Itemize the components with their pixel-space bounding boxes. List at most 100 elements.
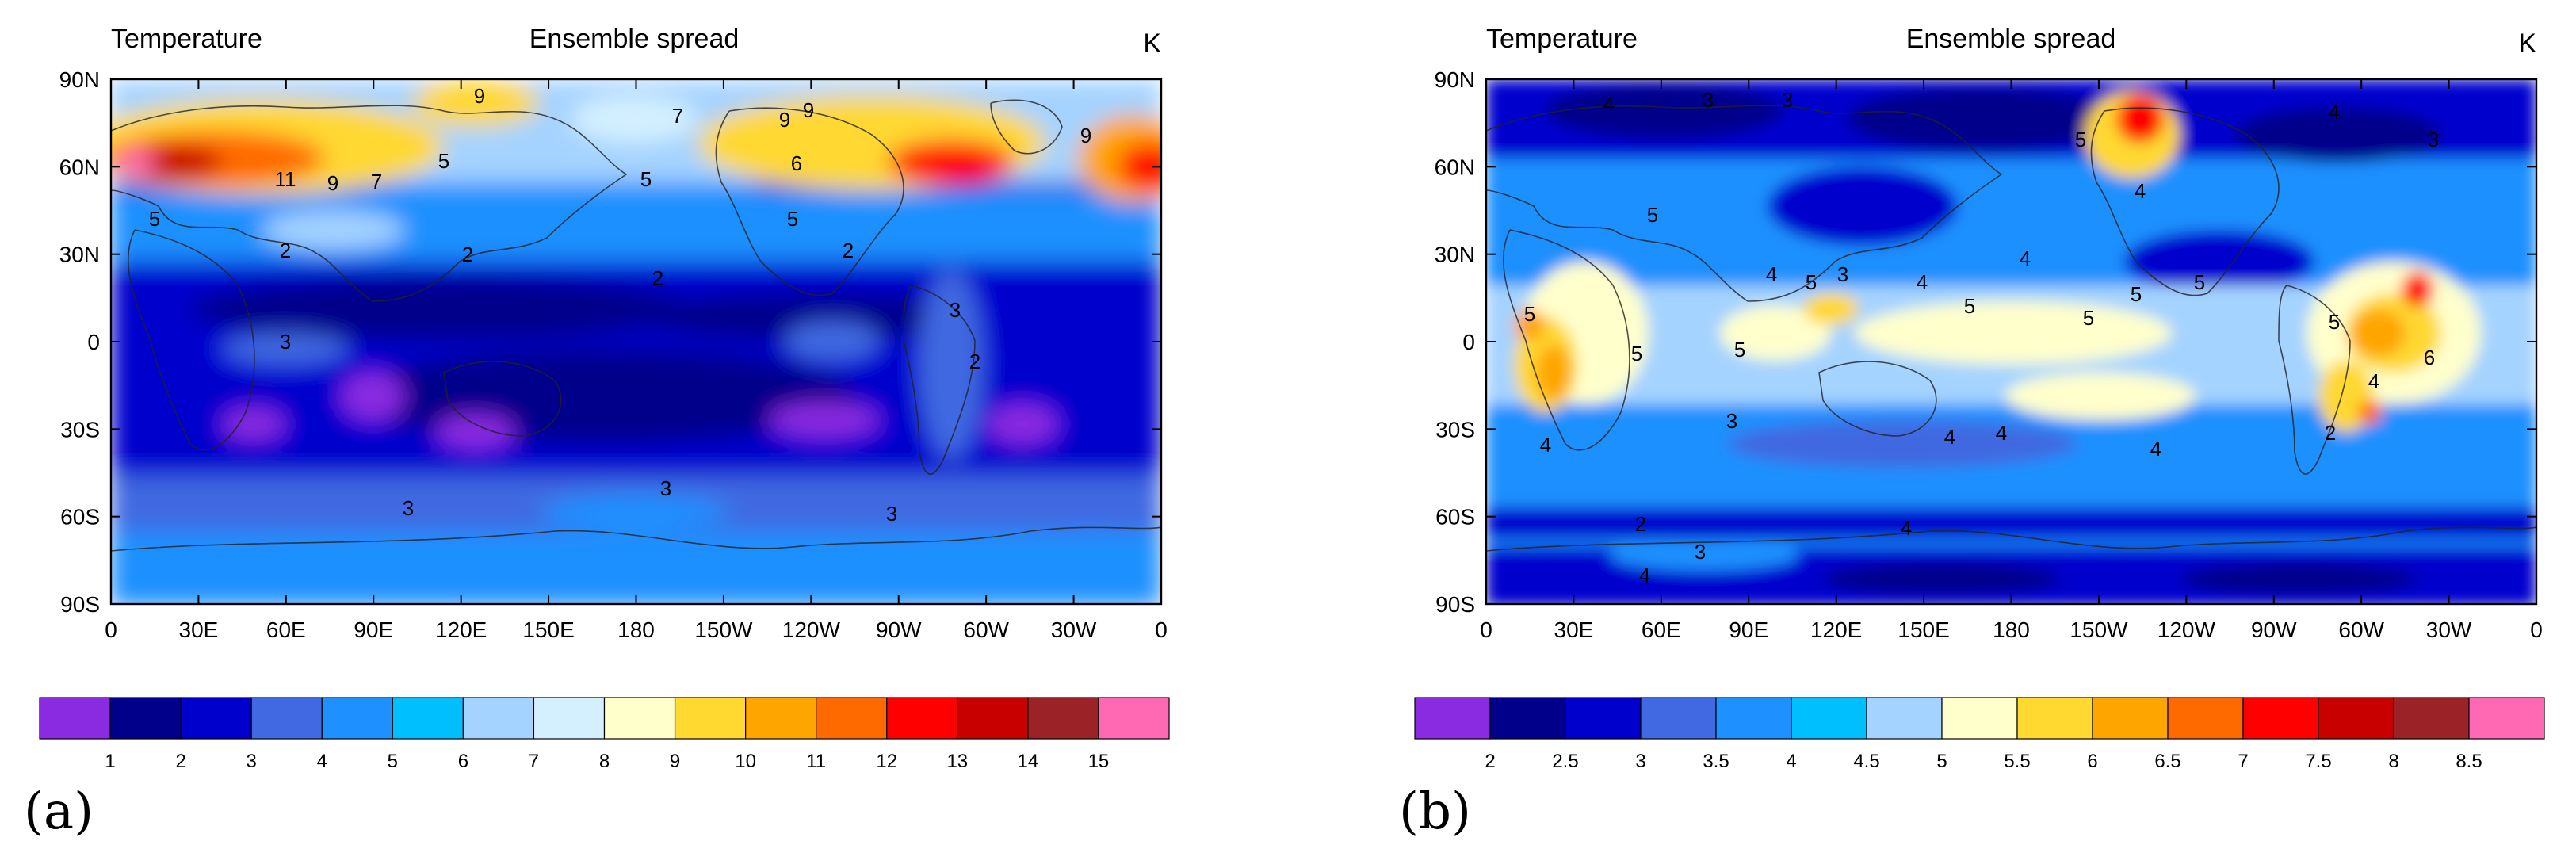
panel-a-contour-label: 9 [327, 171, 338, 195]
panel-b-colorbar-swatch [1640, 697, 1717, 740]
panel-b-contour-label: 4 [1901, 516, 1912, 540]
panel-b-colorbar-label: 7 [2238, 751, 2248, 772]
panel-b-x-tick-label: 150W [2070, 618, 2128, 642]
panel-a-contour-label: 3 [660, 476, 671, 500]
panel-a-colorbar-swatch [745, 697, 817, 740]
panel-b-contour-label: 5 [1806, 270, 1817, 294]
panel-b-colorbar-swatch [1489, 697, 1566, 740]
panel-a-x-tick-label: 90W [876, 618, 922, 642]
panel-b-contour-label: 5 [2083, 306, 2094, 330]
panel-b-units: K [2518, 29, 2536, 59]
panel-a-contour-label: 6 [791, 151, 802, 175]
panel-a-x-tick-label: 180 [617, 618, 655, 642]
panel-b-contour-label: 5 [1524, 302, 1535, 326]
panel-a-colorbar-swatch [957, 697, 1029, 740]
panel-b-y-tick-label: 60S [1435, 505, 1475, 530]
panel-b-contour-label: 4 [1639, 564, 1650, 587]
panel-a-contour-label: 2 [652, 266, 663, 290]
panel-b-colorbar-label: 2.5 [1552, 751, 1578, 772]
panel-b-contour-label: 4 [1944, 425, 1955, 449]
panel-b-y-tick-label: 30S [1435, 417, 1475, 442]
panel-a-colorbar-label: 8 [599, 751, 610, 772]
panel-a-x-tick-label: 30W [1051, 618, 1097, 642]
panel-b-contour-label: 4 [2150, 437, 2161, 461]
panel-a-colorbar-swatch [39, 697, 111, 740]
panel-b-colorbar-label: 6.5 [2154, 751, 2180, 772]
panel-b-y-tick-label: 90S [1435, 592, 1475, 617]
panel-b-colorbar-label: 4 [1786, 751, 1796, 772]
panel-a-colorbar-swatch [886, 697, 958, 740]
panel-b-colorbar-swatch [2468, 697, 2545, 740]
panel-b-y-tick-label: 0 [1462, 330, 1475, 354]
panel-a-colorbar-swatch [1098, 697, 1170, 740]
panel-b-x-tick-label: 0 [1480, 618, 1492, 642]
panel-a-colorbar-label: 3 [247, 751, 257, 772]
panel-a-y-tick-label: 30S [60, 417, 100, 442]
panel-a-x-tick-label: 120E [435, 618, 487, 642]
panel-b-colorbar-swatch [1791, 697, 1867, 740]
panel-b-colorbar-swatch [2167, 697, 2244, 740]
panel-a-x-tick-label: 0 [105, 618, 117, 642]
panel-b-colorbar-swatch [2318, 697, 2394, 740]
panel-a-contour-label: 9 [474, 84, 485, 108]
panel-a-contour-label: 9 [803, 98, 814, 122]
panel-a-colorbar-label: 4 [317, 751, 327, 772]
panel-a-contour-label: 2 [843, 239, 854, 262]
panel-a-contour-label: 3 [886, 502, 897, 526]
panel-a-x-tick-label: 150E [522, 618, 574, 642]
panel-b-y-tick-label: 90N [1435, 67, 1475, 92]
panel-b-colorbar-label: 7.5 [2305, 751, 2331, 772]
panel-a-contour-label: 3 [280, 330, 291, 354]
panel-a-colorbar-swatch [1027, 697, 1099, 740]
panel-a-colorbar-swatch [533, 697, 606, 740]
panel-b-colorbar-swatch [1715, 697, 1792, 740]
panel-b-x-tick-label: 120E [1810, 618, 1862, 642]
panel-b-colorbar-swatch [1565, 697, 1642, 740]
panel-b-colorbar-label: 6 [2087, 751, 2097, 772]
panel-b-colorbar-swatch [2092, 697, 2169, 740]
panel-b-x-tick-label: 150E [1898, 618, 1949, 642]
panel-b-x-tick-label: 90W [2251, 618, 2297, 642]
panel-b-contour-label: 3 [1782, 88, 1793, 112]
panel-a-colorbar-label: 14 [1018, 751, 1039, 772]
panel-a-contour-label: 2 [280, 239, 291, 262]
panel-b-colorbar-swatch [1941, 697, 2018, 740]
panel-b-contour-label: 3 [1703, 88, 1714, 112]
panel-b-contour-label: 3 [1837, 262, 1848, 286]
panel-a-title-center: Ensemble spread [529, 24, 740, 54]
panel-b-contour-label: 4 [1996, 421, 2007, 445]
panel-a-colorbar-label: 10 [735, 751, 756, 772]
panel-b-contour-label: 5 [1964, 294, 1975, 318]
panel-b-contour-label: 3 [1726, 409, 1737, 433]
panel-a-axes: 0 30E 60E 90E 120E 150E 180 150W 120W 90W 60W 30W 09… [59, 67, 1168, 642]
panel-a-colorbar-swatch [462, 697, 535, 740]
panel-b-colorbar-swatch [1414, 697, 1491, 740]
panel-b-colorbar-label: 8 [2388, 751, 2398, 772]
panel-b-contour-label: 5 [2194, 270, 2205, 294]
panel-a-colorbar-swatch [674, 697, 747, 740]
panel-b-contour-label: 5 [2131, 282, 2142, 306]
panel-a-contour-label: 5 [640, 167, 652, 191]
panel-a-y-tick-label: 30N [59, 243, 100, 267]
panel-a-contour-label: 5 [438, 149, 449, 173]
panel-a-x-tick-label: 60W [963, 618, 1009, 642]
panel-b-y-tick-label: 30N [1435, 243, 1475, 267]
panel-b-colorbar-label: 5.5 [2004, 751, 2030, 772]
panel-a-colorbar-swatch [321, 697, 393, 740]
panel-a-title-left: Temperature [111, 24, 262, 54]
panel-a-contour-label: 9 [779, 108, 790, 132]
panel-b-x-tick-label: 30E [1554, 618, 1594, 642]
panel-a-colorbar-swatch [816, 697, 888, 740]
panel-b-contour-label: 4 [2329, 100, 2340, 124]
panel-a-contour-label: 7 [672, 104, 683, 128]
panel-a-label: (a) [24, 782, 94, 841]
panel-a-contour-label: 5 [149, 207, 160, 231]
panel-a-x-tick-label: 60E [266, 618, 306, 642]
panel-a-colorbar-label: 9 [670, 751, 680, 772]
panel-b-x-tick-label: 90E [1729, 618, 1768, 642]
panel-b-contour-label: 5 [1631, 342, 1642, 365]
panel-a-colorbar-label: 5 [388, 751, 398, 772]
panel-a: Temperature Ensemble spread K [24, 24, 1170, 841]
